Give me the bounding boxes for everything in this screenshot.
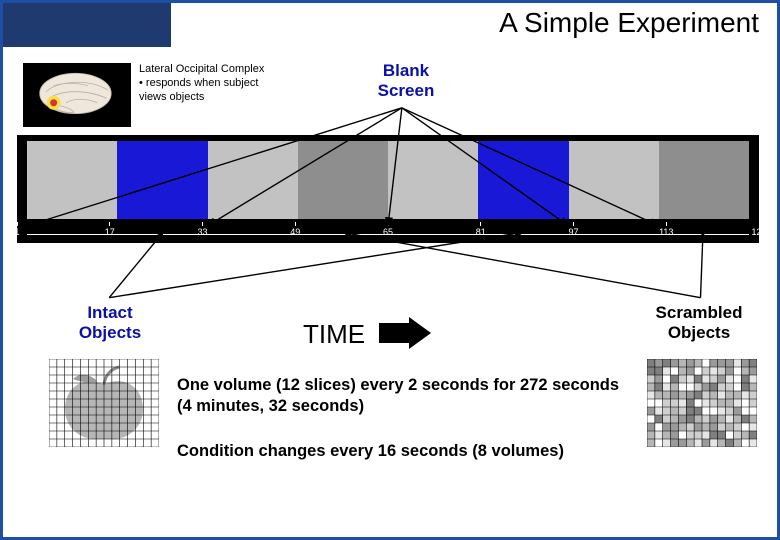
- body-text-1: One volume (12 slices) every 2 seconds f…: [177, 375, 627, 418]
- apple-icon: [49, 359, 159, 447]
- intact-objects-label: Intact Objects: [55, 303, 165, 342]
- time-arrow-icon: [379, 317, 431, 349]
- blank-l2: Screen: [361, 81, 451, 101]
- scram-l1: Scrambled: [639, 303, 759, 323]
- title-accent-block: [3, 3, 171, 47]
- slide-title: A Simple Experiment: [499, 7, 759, 39]
- blank-screen-label: Blank Screen: [361, 61, 451, 100]
- timeline-block: [208, 141, 298, 219]
- timeline-block: [388, 141, 478, 219]
- intact-l1: Intact: [55, 303, 165, 323]
- timeline-block: [298, 141, 388, 219]
- timeline-tick: 113: [656, 222, 676, 237]
- loc-line3: views objects: [139, 91, 329, 105]
- timeline-block: [27, 141, 117, 219]
- loc-line2: • responds when subject: [139, 77, 329, 91]
- scrambled-objects-label: Scrambled Objects: [639, 303, 759, 342]
- slide: A Simple Experiment Lateral Occipital Co…: [0, 0, 780, 540]
- timeline-block: [478, 141, 568, 219]
- timeline-tick: 97: [564, 222, 584, 237]
- timeline-block: [117, 141, 207, 219]
- timeline-tick: 81: [471, 222, 491, 237]
- blank-l1: Blank: [361, 61, 451, 81]
- timeline-block: [659, 141, 749, 219]
- time-label: TIME: [303, 319, 365, 350]
- scram-l2: Objects: [639, 323, 759, 343]
- intact-object-example: [49, 359, 159, 447]
- brain-illustration: [23, 63, 131, 127]
- timeline-blocks: [27, 141, 749, 219]
- scrambled-object-example: [647, 359, 757, 447]
- intact-l2: Objects: [55, 323, 165, 343]
- timeline-tick: 49: [285, 222, 305, 237]
- timeline-block: [569, 141, 659, 219]
- body-text-2: Condition changes every 16 seconds (8 vo…: [177, 441, 627, 462]
- loc-caption: Lateral Occipital Complex • responds whe…: [139, 63, 329, 104]
- timeline-tick: 17: [100, 222, 120, 237]
- loc-line1: Lateral Occipital Complex: [139, 63, 329, 77]
- timeline-tick: 65: [378, 222, 398, 237]
- timeline-tick: 1: [7, 222, 27, 237]
- scrambled-icon: [647, 359, 757, 447]
- timeline: 1173349658197113129: [17, 135, 759, 243]
- title-bar: A Simple Experiment: [3, 3, 777, 51]
- timeline-tick: 33: [193, 222, 213, 237]
- timeline-tick: 129: [749, 222, 769, 237]
- brain-icon: [29, 67, 125, 123]
